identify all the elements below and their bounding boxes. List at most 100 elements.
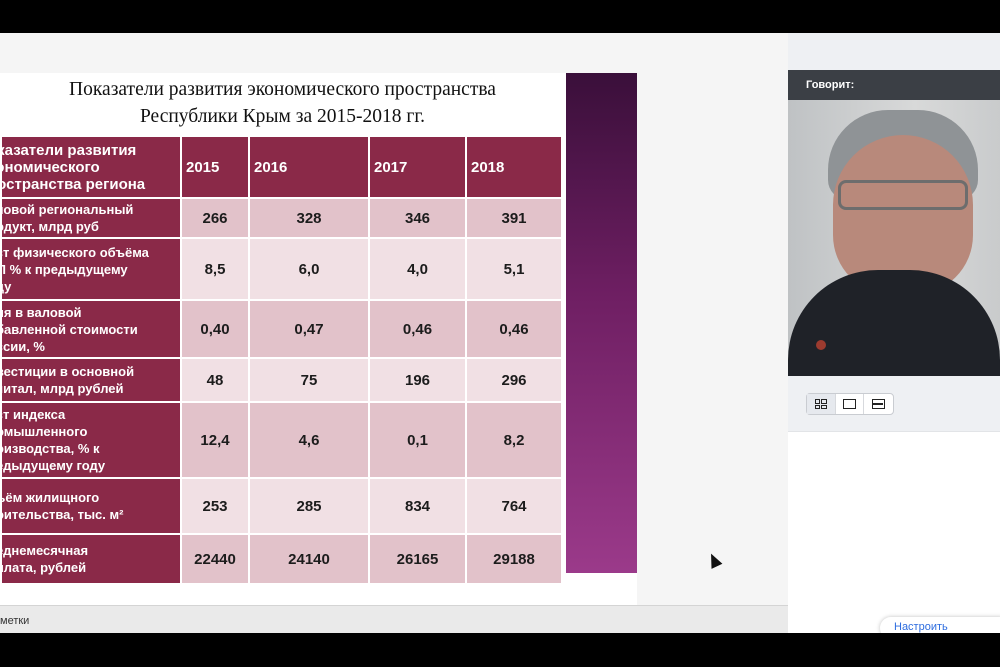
table-row: бъём жилищного роительства, тыс. м² 253285… — [0, 477, 563, 535]
row-label-line: обавленной стоимости — [2, 321, 138, 337]
row-label: аловой региональный родукт, млрд руб — [0, 197, 182, 239]
table-cell: 0,46 — [368, 299, 467, 359]
table-cell: 0,46 — [465, 299, 563, 359]
video-person-body — [788, 270, 1000, 376]
table-cell: 0,40 — [180, 299, 250, 359]
panel-lower-area: Настроить — [788, 431, 1000, 633]
row-label-line: роительства, тыс. м² — [3, 507, 124, 522]
row-label: оказатели развитиякономическогоространст… — [0, 135, 182, 199]
video-person-glasses — [838, 180, 968, 210]
table-row: реднемесячная рплата, рублей 2244024140261… — [0, 533, 563, 585]
speaker-label: Говорит: — [806, 79, 855, 91]
row-label-line: реднемесячная — [3, 543, 89, 558]
settings-pill-button[interactable]: Настроить — [880, 617, 1000, 633]
row-label-line: родукт, млрд руб — [3, 219, 99, 234]
view-mode-controls — [806, 393, 894, 415]
table-cell: 253 — [180, 477, 250, 535]
table-cell: 48 — [180, 357, 250, 403]
speaker-video[interactable] — [788, 100, 1000, 376]
slide-title-line-1: Показатели развития экономического прост… — [69, 79, 496, 100]
notes-bar[interactable]: метки — [0, 605, 788, 633]
slide-title: Показатели развития экономического прост… — [0, 73, 565, 135]
grid-view-button[interactable] — [807, 394, 836, 414]
row-label: нвестиции в основной апитал, млрд рублей — [0, 357, 182, 403]
row-label-line: аловой региональный — [2, 202, 134, 217]
slide-decorative-band — [566, 73, 637, 573]
table-cell: 328 — [248, 197, 370, 239]
presentation-app-window: Показатели развития экономического прост… — [0, 33, 1000, 633]
table-cell: 6,0 — [248, 237, 370, 301]
mouse-cursor-icon — [705, 551, 723, 569]
row-label-line: оля в валовой — [3, 304, 82, 320]
year-header: 2018 — [465, 135, 563, 199]
row-label-line: редыдущему году — [3, 458, 106, 473]
table-cell: 8,5 — [180, 237, 250, 301]
row-label-line: оказатели развития — [2, 141, 137, 159]
video-side-panel: Говорит: Настроить — [788, 33, 1000, 633]
table-cell: 4,6 — [248, 401, 370, 479]
single-window-icon — [843, 399, 856, 409]
row-label-line: РП % к предыдущему — [3, 261, 128, 277]
notes-label[interactable]: метки — [0, 615, 30, 627]
table-cell: 22440 — [180, 533, 250, 585]
row-label-line: ространства региона — [2, 175, 146, 193]
letterbox-bottom — [0, 633, 1000, 667]
row-label-line: ост физического объёма — [2, 244, 149, 260]
row-label-line: роизводства, % к — [3, 441, 100, 456]
table-cell: 764 — [465, 477, 563, 535]
table-cell: 12,4 — [180, 401, 250, 479]
table-cell: 391 — [465, 197, 563, 239]
speaker-header: Говорит: — [788, 70, 1000, 100]
table-cell: 296 — [465, 357, 563, 403]
video-person-lapel-pin — [816, 340, 826, 350]
row-label-line: оду — [3, 278, 12, 294]
speaker-view-button[interactable] — [836, 394, 865, 414]
row-label: ост физического объёмаРП % к предыдущему… — [0, 237, 182, 301]
filmstrip-icon — [872, 399, 886, 409]
table-row: нвестиции в основной апитал, млрд рублей 4… — [0, 357, 563, 403]
year-header: 2017 — [368, 135, 467, 199]
video-person-face — [833, 135, 973, 295]
table-row: ост физического объёмаРП % к предыдущему… — [0, 237, 563, 301]
row-label-line: ромышленного — [3, 424, 88, 439]
grid-icon — [814, 399, 827, 409]
table-cell: 5,1 — [465, 237, 563, 301]
table-row: ост индекса ромышленного роизводства, % к р… — [0, 401, 563, 479]
year-header: 2015 — [180, 135, 250, 199]
slide-area: Показатели развития экономического прост… — [0, 33, 788, 613]
row-label: ост индекса ромышленного роизводства, % к р… — [0, 401, 182, 479]
table-cell: 8,2 — [465, 401, 563, 479]
table-cell: 346 — [368, 197, 467, 239]
year-header: 2016 — [248, 135, 370, 199]
filmstrip-view-button[interactable] — [864, 394, 893, 414]
row-label: бъём жилищного роительства, тыс. м² — [0, 477, 182, 535]
table-cell: 0,47 — [248, 299, 370, 359]
table-cell: 0,1 — [368, 401, 467, 479]
table-cell: 29188 — [465, 533, 563, 585]
row-label-line: ост индекса — [2, 407, 66, 422]
row-label-line: бъём жилищного — [3, 490, 100, 505]
row-label-line: апитал, млрд рублей — [3, 381, 124, 396]
table-cell: 834 — [368, 477, 467, 535]
letterbox-top — [0, 0, 1000, 33]
table-cell: 285 — [248, 477, 370, 535]
table-header-row: оказатели развитиякономическогоространст… — [0, 135, 563, 199]
slide: Показатели развития экономического прост… — [0, 73, 637, 613]
settings-pill-label[interactable]: Настроить — [894, 621, 948, 633]
row-label: реднемесячная рплата, рублей — [0, 533, 182, 585]
row-label-line: оссии, % — [2, 338, 45, 354]
row-label-line: нвестиции в основной — [2, 364, 135, 379]
indicators-table: оказатели развитиякономическогоространст… — [0, 135, 563, 585]
table-cell: 266 — [180, 197, 250, 239]
table-cell: 196 — [368, 357, 467, 403]
table-cell: 75 — [248, 357, 370, 403]
table-cell: 4,0 — [368, 237, 467, 301]
table-row: аловой региональный родукт, млрд руб 26632… — [0, 197, 563, 239]
table-cell: 26165 — [368, 533, 467, 585]
row-label-line: кономического — [3, 158, 100, 176]
row-label-line: рплата, рублей — [3, 560, 87, 575]
slide-title-line-2: Республики Крым за 2015-2018 гг. — [139, 106, 426, 127]
table-cell: 24140 — [248, 533, 370, 585]
